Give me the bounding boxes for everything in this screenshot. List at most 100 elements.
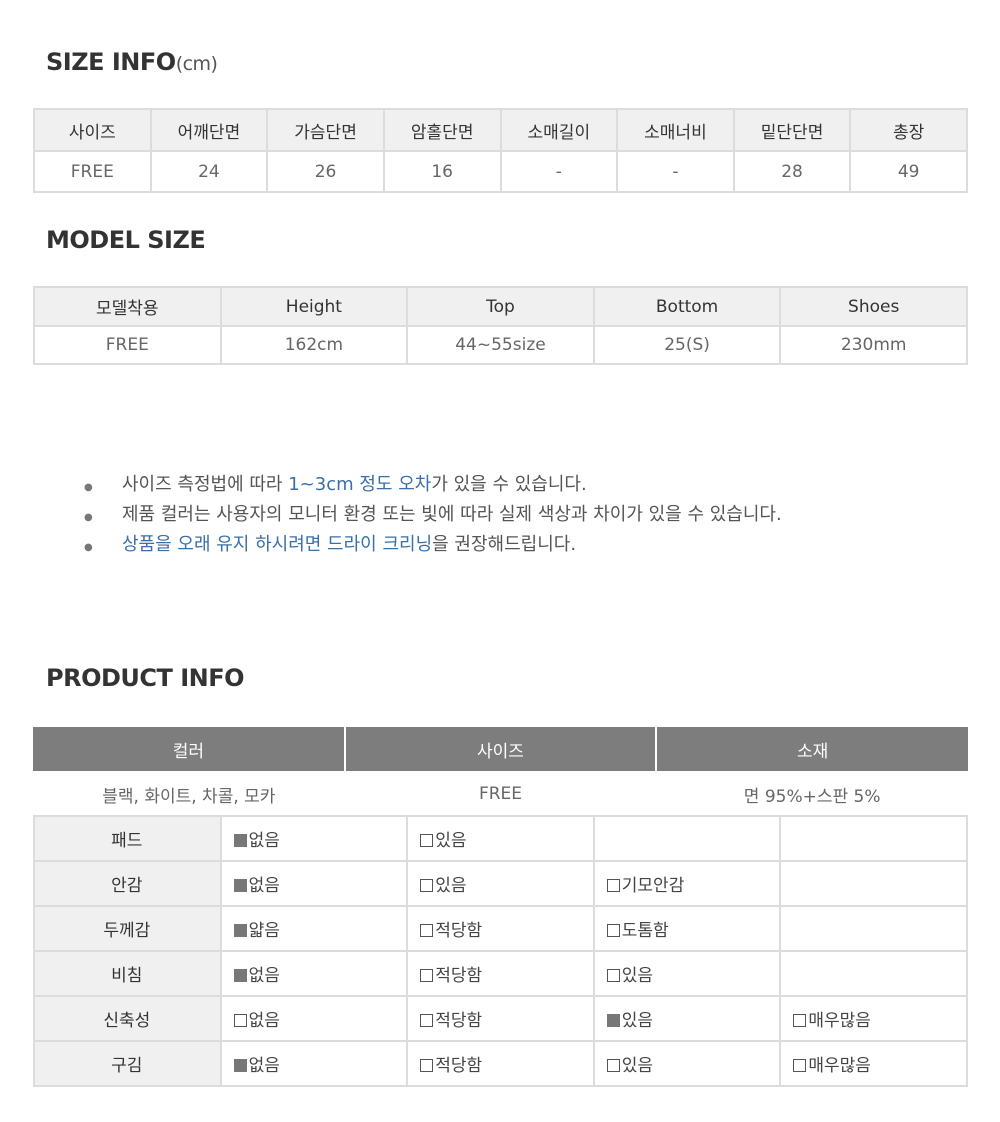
product-header-cell: 컬러	[33, 727, 346, 771]
size-info-table: 사이즈 어깨단면 가슴단면 암홀단면 소매길이 소매너비 밑단단면 총장 FREE 24 26 16…	[33, 108, 968, 193]
option-text: 없음	[248, 831, 280, 851]
model-value-cell: 44~55size	[406, 325, 595, 365]
unchecked-box-icon	[420, 879, 434, 892]
note-highlight: 상품을 오래 유지 하시려면 드라이 크리닝	[122, 534, 433, 555]
note-text: 사이즈 측정법에 따라	[122, 474, 289, 495]
attribute-option: 없음	[219, 950, 409, 997]
note-text: 을 권장해드립니다.	[432, 534, 577, 555]
attribute-option: 적당함	[406, 1040, 595, 1087]
model-value-cell: 162cm	[219, 325, 409, 365]
attribute-label: 패드	[33, 815, 222, 862]
size-header-cell: 소매너비	[616, 108, 735, 152]
option-text: 없음	[248, 1011, 280, 1031]
checked-box-icon	[233, 969, 247, 982]
attribute-option: 있음	[592, 950, 782, 997]
attribute-option: 있음	[592, 995, 782, 1042]
checked-box-icon	[233, 879, 247, 892]
note-item: ● 제품 컬러는 사용자의 모니터 환경 또는 빛에 따라 실제 색상과 차이가 …	[84, 500, 782, 530]
unchecked-box-icon	[420, 834, 434, 847]
unit-label: (cm)	[175, 53, 218, 75]
model-header-cell: 모델착용	[33, 286, 222, 327]
attribute-row: 구김 없음 적당함 있음 매우많음	[33, 1040, 968, 1087]
attribute-option: 있음	[592, 1040, 782, 1087]
model-header-cell: Bottom	[592, 286, 782, 327]
product-attributes-table: 패드 없음 있음 안감 없음 있음 기모안감 두께감 얇음 적당함 도톰함 비침 없음 적당함 있음 신축성 없…	[33, 815, 968, 1087]
size-value-cell: -	[616, 150, 735, 193]
attribute-option: 있음	[406, 860, 595, 907]
size-info-title: SIZE INFO(cm)	[46, 48, 218, 76]
attribute-option	[779, 950, 968, 997]
option-text: 있음	[621, 966, 654, 986]
product-info-title: PRODUCT INFO	[46, 664, 245, 692]
option-text: 도톰함	[621, 921, 669, 941]
unchecked-box-icon	[420, 1059, 434, 1072]
option-text: 있음	[435, 831, 467, 851]
model-size-title: MODEL SIZE	[46, 226, 206, 254]
unchecked-box-icon	[606, 969, 620, 982]
size-header-cell: 총장	[849, 108, 968, 152]
option-text: 있음	[435, 876, 467, 896]
attribute-option: 얇음	[219, 905, 409, 952]
attribute-option: 적당함	[406, 995, 595, 1042]
option-text: 적당함	[435, 1011, 483, 1031]
attribute-row: 비침 없음 적당함 있음	[33, 950, 968, 997]
size-value-cell: FREE	[33, 150, 152, 193]
size-header-cell: 가슴단면	[266, 108, 385, 152]
attribute-option: 없음	[219, 860, 409, 907]
attribute-option	[779, 860, 968, 907]
attribute-label: 신축성	[33, 995, 222, 1042]
option-text: 있음	[621, 1056, 654, 1076]
option-text: 얇음	[248, 921, 280, 941]
product-value-cell: FREE	[478, 784, 523, 804]
option-text: 없음	[248, 966, 280, 986]
unchecked-box-icon	[233, 1014, 247, 1027]
checked-box-icon	[233, 834, 247, 847]
option-text: 있음	[621, 1011, 654, 1031]
attribute-option	[592, 815, 782, 862]
option-text: 적당함	[435, 966, 483, 986]
model-size-table: 모델착용 Height Top Bottom Shoes FREE 162cm 44~55s…	[33, 286, 968, 365]
attribute-label: 안감	[33, 860, 222, 907]
unchecked-box-icon	[606, 879, 620, 892]
size-header-cell: 소매길이	[499, 108, 619, 152]
attribute-option: 기모안감	[592, 860, 782, 907]
unchecked-box-icon	[420, 969, 434, 982]
option-text: 매우많음	[808, 1056, 871, 1076]
note-text: 가 있을 수 있습니다.	[431, 474, 587, 495]
attribute-option: 적당함	[406, 905, 595, 952]
note-item: ● 사이즈 측정법에 따라 1~3cm 정도 오차가 있을 수 있습니다.	[84, 470, 782, 500]
attribute-option	[779, 905, 968, 952]
option-text: 없음	[248, 876, 280, 896]
option-text: 적당함	[435, 921, 483, 941]
bullet-icon: ●	[84, 542, 93, 553]
model-header-cell: Shoes	[779, 286, 968, 327]
size-value-cell: 26	[266, 150, 385, 193]
unchecked-box-icon	[793, 1059, 807, 1072]
model-value-cell: 25(S)	[592, 325, 782, 365]
model-header-cell: Height	[219, 286, 409, 327]
attribute-row: 안감 없음 있음 기모안감	[33, 860, 968, 907]
checked-box-icon	[233, 924, 247, 937]
option-text: 없음	[248, 1056, 280, 1076]
product-value-cell: 블랙, 화이트, 차콜, 모카	[102, 786, 276, 807]
attribute-row: 패드 없음 있음	[33, 815, 968, 862]
attribute-option: 없음	[219, 1040, 409, 1087]
product-info-summary: 컬러 사이즈 소재 블랙, 화이트, 차콜, 모카 FREE 면 95%+스판 5%	[33, 727, 968, 817]
product-header-cell: 사이즈	[344, 727, 658, 771]
attribute-option: 매우많음	[779, 1040, 968, 1087]
note-highlight: 1~3cm 정도 오차	[288, 474, 432, 495]
attribute-option	[779, 815, 968, 862]
size-header-cell: 사이즈	[33, 108, 152, 152]
unchecked-box-icon	[606, 924, 620, 937]
attribute-row: 신축성 없음 적당함 있음 매우많음	[33, 995, 968, 1042]
attribute-row: 두께감 얇음 적당함 도톰함	[33, 905, 968, 952]
note-item: ● 상품을 오래 유지 하시려면 드라이 크리닝을 권장해드립니다.	[84, 530, 782, 560]
product-value-cell: 면 95%+스판 5%	[743, 786, 881, 807]
checked-box-icon	[233, 1059, 247, 1072]
attribute-option: 매우많음	[779, 995, 968, 1042]
attribute-option: 있음	[406, 815, 595, 862]
attribute-label: 두께감	[33, 905, 222, 952]
size-value-cell: -	[499, 150, 619, 193]
attribute-option: 없음	[219, 815, 409, 862]
